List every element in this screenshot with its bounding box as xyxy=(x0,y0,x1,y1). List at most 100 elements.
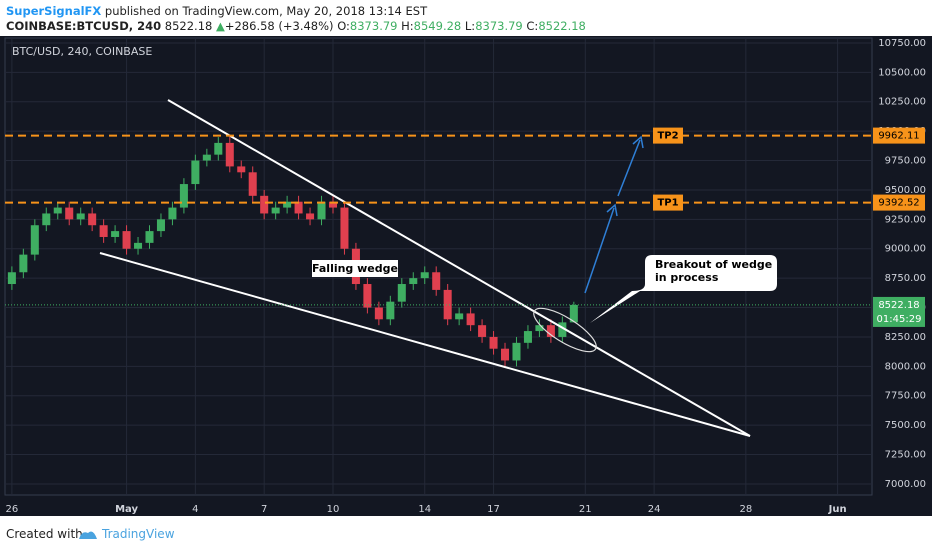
candle-body xyxy=(248,172,257,196)
price-axis-tag xyxy=(873,296,925,327)
candle-body xyxy=(179,184,188,208)
x-tick-label: 4 xyxy=(192,504,198,515)
created-with: Created with xyxy=(6,527,83,541)
chart: 7000.00 7250.00 7500.00 7750.00 8000.00 8250.… xyxy=(0,36,932,516)
x-tick-label: 26 xyxy=(6,504,19,515)
x-tick-label: 17 xyxy=(487,504,500,515)
arrow-2 xyxy=(617,139,641,197)
candle-body xyxy=(225,142,234,167)
level-tag xyxy=(653,127,683,144)
candle-body xyxy=(122,231,131,249)
arrow-head-2 xyxy=(632,135,644,149)
candle-body xyxy=(134,242,143,249)
price-axis-label: 8522.18 xyxy=(878,300,919,311)
author[interactable]: SuperSignalFX xyxy=(6,4,102,18)
candle-body xyxy=(466,313,475,326)
countdown: 01:45:29 xyxy=(877,314,922,325)
candle-body xyxy=(237,166,246,173)
candle-body xyxy=(432,272,441,290)
brand[interactable]: TradingView xyxy=(102,527,175,541)
y-tick-label: 7500.00 xyxy=(885,420,926,431)
c-label: C: xyxy=(526,19,539,33)
symbol: COINBASE:BTCUSD, 240 xyxy=(6,19,162,33)
candle-body xyxy=(558,322,567,337)
candle-body xyxy=(363,284,372,308)
y-tick-label: 10750.00 xyxy=(878,38,926,49)
candle-body xyxy=(99,225,108,237)
candle-body xyxy=(512,342,521,361)
tv-logo xyxy=(79,531,97,539)
candle-body xyxy=(420,272,429,279)
h-value: 8549.28 xyxy=(413,19,462,33)
candle-body xyxy=(76,213,85,220)
level-axis-label: 9962.11 xyxy=(878,131,919,142)
h-label: H: xyxy=(401,19,414,33)
candle-body xyxy=(88,213,97,226)
y-tick-label: 7750.00 xyxy=(885,391,926,402)
candle-body xyxy=(409,278,418,285)
candle-body xyxy=(260,195,269,214)
candle-body xyxy=(156,219,165,232)
candle-body xyxy=(546,325,555,337)
callout-line-2: in process xyxy=(655,271,719,284)
x-tick-label: 24 xyxy=(648,504,661,515)
level-axis-tag xyxy=(873,127,925,144)
y-tick-label: 10500.00 xyxy=(878,67,926,78)
o-value: 8373.79 xyxy=(349,19,398,33)
y-tick-label: 7000.00 xyxy=(885,479,926,490)
candle-body xyxy=(501,348,510,361)
candle-body xyxy=(478,325,487,337)
candle-body xyxy=(455,313,464,320)
candle-body xyxy=(111,231,120,237)
candle-body xyxy=(202,154,211,161)
x-tick-label: 28 xyxy=(739,504,752,515)
candle-body xyxy=(191,160,200,185)
candle-body xyxy=(65,207,74,220)
published: published on TradingView.com, May 20, 20… xyxy=(104,4,428,18)
x-tick-label: 14 xyxy=(418,504,431,515)
l-label: L: xyxy=(464,19,476,33)
candle-body xyxy=(214,142,223,155)
publish-line: SuperSignalFX published on TradingView.c… xyxy=(6,4,427,18)
level-name: TP2 xyxy=(657,131,678,142)
change: +286.58 (+3.48%) xyxy=(224,19,334,33)
candle-body xyxy=(168,207,177,220)
chart-title: BTC/USD, 240, COINBASE xyxy=(12,45,152,58)
y-tick-label: 8750.00 xyxy=(885,273,926,284)
callout-line-1: Breakout of wedge xyxy=(655,258,772,271)
candle-body xyxy=(145,231,154,243)
y-tick-label: 9500.00 xyxy=(885,185,926,196)
breakout-ellipse xyxy=(533,307,597,353)
candle-body xyxy=(30,225,39,255)
candle-body xyxy=(489,336,498,349)
candle-body xyxy=(374,307,383,320)
y-tick-label: 8000.00 xyxy=(885,361,926,372)
y-tick-label: 9000.00 xyxy=(885,244,926,255)
footer: Created with TradingView xyxy=(0,518,932,550)
background xyxy=(0,36,932,516)
wedge-label-box xyxy=(312,260,398,277)
candle-body xyxy=(7,272,16,285)
candle-body xyxy=(443,289,452,320)
plot-border xyxy=(4,37,873,496)
candle-body xyxy=(340,207,349,249)
last: 8522.18 xyxy=(164,19,213,33)
level-axis-tag xyxy=(873,194,925,211)
y-tick-label: 9750.00 xyxy=(885,156,926,167)
level-name: TP1 xyxy=(657,198,678,209)
y-tick-label: 9250.00 xyxy=(885,214,926,225)
candle-body xyxy=(42,213,51,226)
candle-body xyxy=(386,301,395,320)
level-tag xyxy=(653,194,683,211)
l-value: 8373.79 xyxy=(475,19,523,33)
candle-body xyxy=(569,304,578,323)
x-tick-label: May xyxy=(115,504,138,515)
wedge-lower xyxy=(99,252,751,437)
candle-body xyxy=(397,284,406,302)
arrow-head-1 xyxy=(606,203,618,217)
candle-body xyxy=(283,201,292,208)
x-tick-label: 10 xyxy=(327,504,340,515)
x-tick-label: 21 xyxy=(579,504,592,515)
wedge-upper xyxy=(167,99,751,437)
